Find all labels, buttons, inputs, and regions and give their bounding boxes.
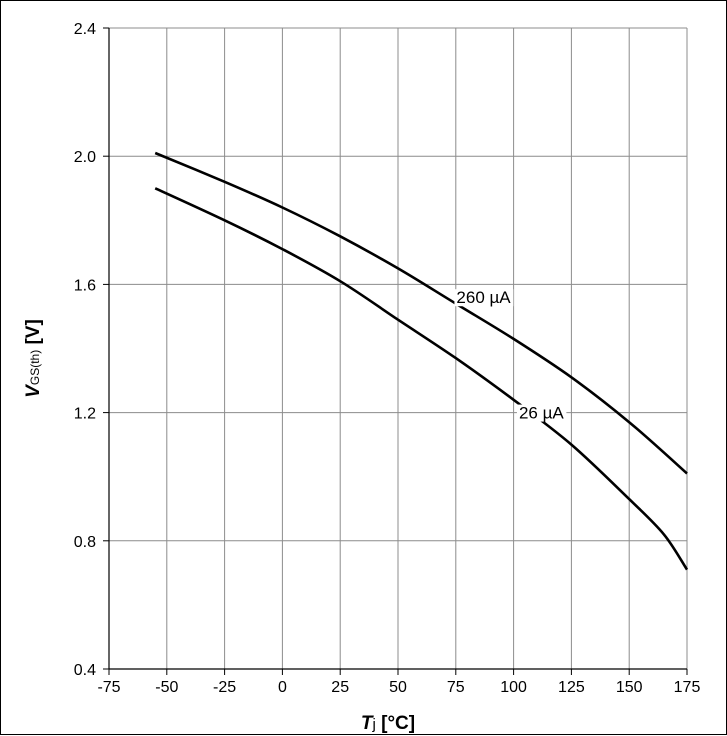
x-tick-label: 100	[500, 679, 527, 696]
x-tick-label: 0	[278, 679, 287, 696]
x-tick-labels: -75 -50 -25 0 25 50 75 100 125 150 175	[97, 679, 700, 696]
y-tick-labels: 0.4 0.8 1.2 1.6 2.0 2.4	[74, 21, 96, 679]
series-line-0	[154, 151, 688, 475]
x-tick-label: 75	[447, 679, 465, 696]
series-label-1: 26 µA	[519, 404, 564, 423]
y-tick-label: 2.4	[74, 21, 96, 38]
x-tick-label: 50	[389, 679, 407, 696]
y-axis-label: VGS(th) [V]	[23, 319, 44, 398]
series-label-bg	[516, 404, 567, 422]
y-tick-label: 0.8	[74, 534, 96, 551]
y-tick-label: 1.6	[74, 277, 96, 294]
x-tick-label: -25	[213, 679, 236, 696]
series-line-1	[154, 187, 689, 571]
series-label-bg	[454, 289, 514, 307]
x-tick-label: -50	[155, 679, 178, 696]
y-tick-label: 1.2	[74, 406, 96, 423]
x-tick-label: 150	[616, 679, 643, 696]
x-axis-label: Tj [°C]	[361, 713, 415, 734]
x-tick-label: -75	[97, 679, 120, 696]
series-label-0: 260 µA	[456, 288, 511, 307]
grid-lines	[103, 27, 688, 675]
x-tick-label: 25	[331, 679, 349, 696]
series-lines	[154, 151, 689, 571]
y-tick-label: 2.0	[74, 149, 96, 166]
x-tick-label: 125	[558, 679, 585, 696]
x-tick-label: 175	[674, 679, 701, 696]
series-labels: 260 µA 26 µA	[454, 288, 567, 423]
y-tick-label: 0.4	[74, 662, 96, 679]
